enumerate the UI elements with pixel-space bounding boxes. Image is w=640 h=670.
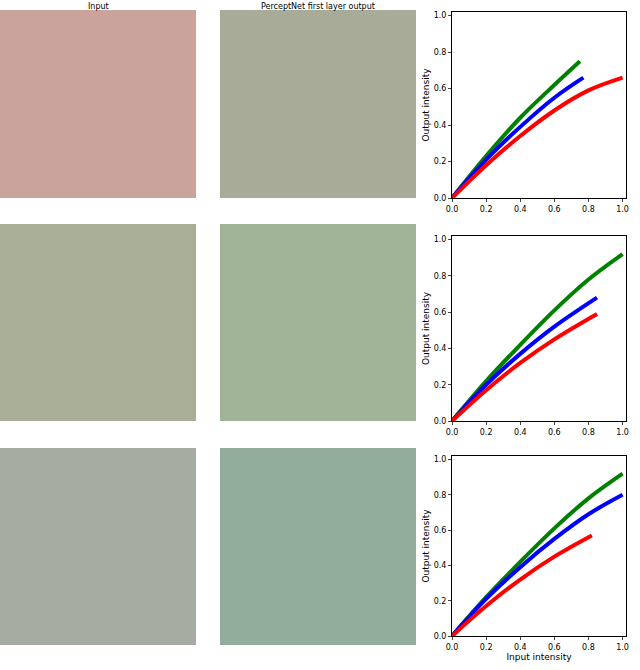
svg-text:Input intensity: Input intensity — [506, 652, 572, 662]
svg-text:0.2: 0.2 — [480, 428, 493, 437]
svg-text:0.8: 0.8 — [434, 272, 447, 281]
svg-text:0.4: 0.4 — [434, 344, 447, 353]
svg-text:0.6: 0.6 — [548, 428, 561, 437]
svg-text:1.0: 1.0 — [616, 428, 629, 437]
svg-text:0.2: 0.2 — [434, 381, 447, 390]
svg-text:0.0: 0.0 — [434, 417, 447, 426]
svg-text:0.0: 0.0 — [446, 643, 459, 652]
svg-text:0.8: 0.8 — [582, 205, 595, 214]
svg-text:0.6: 0.6 — [548, 643, 561, 652]
svg-text:0.8: 0.8 — [582, 428, 595, 437]
svg-text:0.4: 0.4 — [514, 643, 527, 652]
svg-text:0.2: 0.2 — [480, 205, 493, 214]
svg-text:1.0: 1.0 — [434, 455, 447, 464]
svg-text:0.4: 0.4 — [514, 205, 527, 214]
svg-text:1.0: 1.0 — [616, 205, 629, 214]
svg-text:0.0: 0.0 — [434, 194, 447, 203]
svg-text:0.2: 0.2 — [434, 157, 447, 166]
svg-text:Output intensity: Output intensity — [421, 291, 431, 365]
svg-text:0.2: 0.2 — [434, 597, 447, 606]
svg-text:1.0: 1.0 — [616, 643, 629, 652]
svg-text:Output intensity: Output intensity — [421, 68, 431, 142]
svg-text:Output intensity: Output intensity — [421, 509, 431, 583]
svg-text:0.0: 0.0 — [446, 205, 459, 214]
svg-text:1.0: 1.0 — [434, 235, 447, 244]
svg-text:0.2: 0.2 — [480, 643, 493, 652]
svg-text:0.4: 0.4 — [434, 121, 447, 130]
svg-text:0.0: 0.0 — [434, 632, 447, 641]
svg-text:0.6: 0.6 — [434, 526, 447, 535]
svg-text:0.8: 0.8 — [582, 643, 595, 652]
svg-text:PerceptNet first layer output: PerceptNet first layer output — [261, 2, 375, 11]
svg-text:0.4: 0.4 — [434, 561, 447, 570]
svg-text:0.4: 0.4 — [514, 428, 527, 437]
svg-text:1.0: 1.0 — [434, 11, 447, 20]
svg-text:0.6: 0.6 — [434, 308, 447, 317]
svg-text:0.8: 0.8 — [434, 48, 447, 57]
svg-text:0.6: 0.6 — [548, 205, 561, 214]
svg-text:0.6: 0.6 — [434, 84, 447, 93]
svg-text:0.8: 0.8 — [434, 491, 447, 500]
svg-text:0.0: 0.0 — [446, 428, 459, 437]
svg-text:Input: Input — [88, 2, 109, 11]
